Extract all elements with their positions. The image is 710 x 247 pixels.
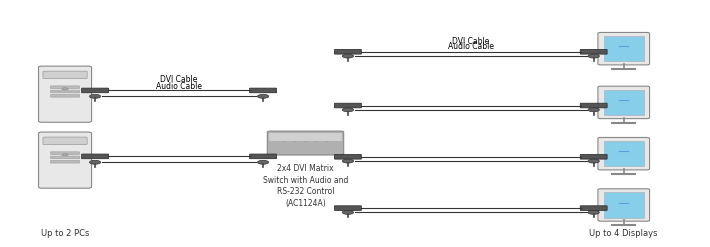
FancyBboxPatch shape	[604, 141, 644, 166]
FancyBboxPatch shape	[50, 86, 80, 88]
Circle shape	[89, 160, 101, 164]
Circle shape	[293, 140, 297, 142]
Circle shape	[315, 140, 318, 142]
Circle shape	[342, 210, 354, 214]
FancyBboxPatch shape	[580, 206, 607, 210]
Circle shape	[588, 54, 599, 58]
Circle shape	[342, 159, 354, 163]
FancyBboxPatch shape	[50, 90, 80, 93]
Circle shape	[588, 108, 599, 112]
FancyBboxPatch shape	[580, 49, 607, 54]
FancyBboxPatch shape	[604, 36, 644, 62]
Circle shape	[89, 94, 101, 98]
FancyBboxPatch shape	[38, 66, 92, 122]
FancyBboxPatch shape	[334, 49, 361, 54]
Text: Audio Cable: Audio Cable	[448, 42, 494, 51]
FancyBboxPatch shape	[598, 32, 650, 65]
FancyBboxPatch shape	[580, 155, 607, 159]
FancyBboxPatch shape	[268, 133, 342, 141]
FancyBboxPatch shape	[604, 90, 644, 115]
FancyBboxPatch shape	[82, 88, 109, 93]
Circle shape	[342, 54, 354, 58]
FancyBboxPatch shape	[250, 88, 276, 93]
Circle shape	[283, 140, 286, 142]
FancyBboxPatch shape	[334, 206, 361, 210]
FancyBboxPatch shape	[580, 103, 607, 108]
Text: DVI Cable: DVI Cable	[160, 75, 198, 84]
FancyBboxPatch shape	[38, 132, 92, 188]
FancyBboxPatch shape	[598, 138, 650, 170]
FancyBboxPatch shape	[82, 154, 109, 159]
Circle shape	[62, 154, 68, 156]
FancyBboxPatch shape	[43, 137, 87, 144]
FancyBboxPatch shape	[50, 95, 80, 97]
Circle shape	[304, 140, 307, 142]
Circle shape	[588, 159, 599, 163]
FancyBboxPatch shape	[598, 189, 650, 221]
Text: Up to 4 Displays: Up to 4 Displays	[589, 229, 658, 238]
Text: Up to 2 PCs: Up to 2 PCs	[41, 229, 89, 238]
FancyBboxPatch shape	[334, 155, 361, 159]
Circle shape	[325, 140, 329, 142]
Circle shape	[258, 160, 268, 164]
Circle shape	[258, 94, 268, 98]
Text: 2x4 DVI Matrix
Switch with Audio and
RS-232 Control
(AC1124A): 2x4 DVI Matrix Switch with Audio and RS-…	[263, 164, 348, 208]
FancyBboxPatch shape	[267, 131, 344, 155]
Text: DVI Cable: DVI Cable	[452, 37, 489, 46]
FancyBboxPatch shape	[604, 192, 644, 218]
FancyBboxPatch shape	[334, 103, 361, 108]
FancyBboxPatch shape	[598, 86, 650, 119]
FancyBboxPatch shape	[50, 156, 80, 159]
Circle shape	[588, 210, 599, 214]
FancyBboxPatch shape	[250, 154, 276, 159]
Text: Audio Cable: Audio Cable	[156, 82, 202, 91]
FancyBboxPatch shape	[43, 71, 87, 79]
FancyBboxPatch shape	[50, 160, 80, 163]
FancyBboxPatch shape	[50, 152, 80, 154]
Circle shape	[342, 108, 354, 112]
Circle shape	[62, 88, 68, 90]
